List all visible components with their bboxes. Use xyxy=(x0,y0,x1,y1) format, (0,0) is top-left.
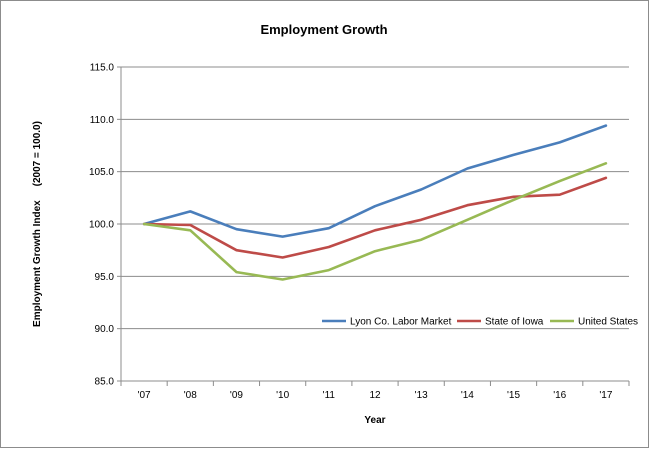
legend-label-1: State of Iowa xyxy=(485,317,544,328)
gridlines xyxy=(117,66,629,382)
x-tick-label-4: '11 xyxy=(323,390,336,401)
y-tick-label-5: 110.0 xyxy=(90,115,115,126)
x-tick-labels: '07 '08 '09 '10 '11 12 '13 '14 '15 '16 '17 xyxy=(138,390,613,401)
y-tick-label-6: 115.0 xyxy=(90,63,115,74)
x-tick-label-5: 12 xyxy=(369,390,381,401)
y-tick-labels: 85.0 90.0 95.0 100.0 105.0 110.0 115.0 xyxy=(89,63,114,388)
y-axis-title: Employment Growth Index (2007 = 100.0) xyxy=(32,121,43,327)
y-tick-label-2: 95.0 xyxy=(95,272,115,283)
y-tick-label-0: 85.0 xyxy=(95,377,115,388)
x-tick-label-1: '08 xyxy=(184,390,197,401)
legend-label-0: Lyon Co. Labor Market xyxy=(350,317,452,328)
x-tick-label-9: '16 xyxy=(553,390,566,401)
x-tick-label-6: '13 xyxy=(415,390,428,401)
series-lines xyxy=(142,124,608,281)
legend-label-2: United States xyxy=(578,317,638,328)
series-line-2 xyxy=(142,162,608,281)
chart-title: Employment Growth xyxy=(260,22,387,37)
x-tick-label-3: '10 xyxy=(276,390,289,401)
x-axis-title: Year xyxy=(364,415,385,426)
axes xyxy=(120,67,630,386)
x-tick-label-8: '15 xyxy=(507,390,520,401)
y-tick-label-3: 100.0 xyxy=(89,220,114,231)
legend: Lyon Co. Labor Market State of Iowa United… xyxy=(322,317,638,328)
x-tick-label-0: '07 xyxy=(138,390,151,401)
x-tick-label-2: '09 xyxy=(230,390,243,401)
series-line-1 xyxy=(142,176,608,259)
y-tick-label-1: 90.0 xyxy=(95,324,115,335)
y-tick-label-4: 105.0 xyxy=(89,167,114,178)
series-line-0 xyxy=(142,124,608,238)
x-tick-label-10: '17 xyxy=(599,390,612,401)
x-tick-label-7: '14 xyxy=(461,390,474,401)
